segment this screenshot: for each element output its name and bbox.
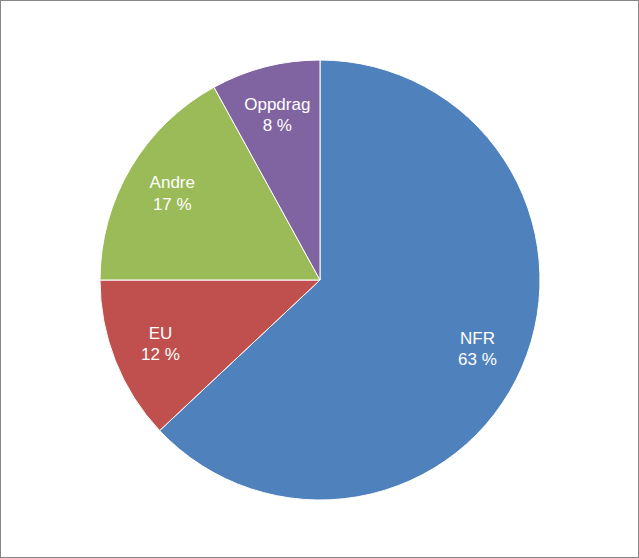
svg-text:NFR63 %: NFR63 %: [458, 329, 497, 369]
svg-text:Andre17 %: Andre17 %: [150, 173, 195, 213]
svg-text:Oppdrag8 %: Oppdrag8 %: [244, 95, 310, 135]
svg-text:EU12 %: EU12 %: [141, 324, 180, 364]
